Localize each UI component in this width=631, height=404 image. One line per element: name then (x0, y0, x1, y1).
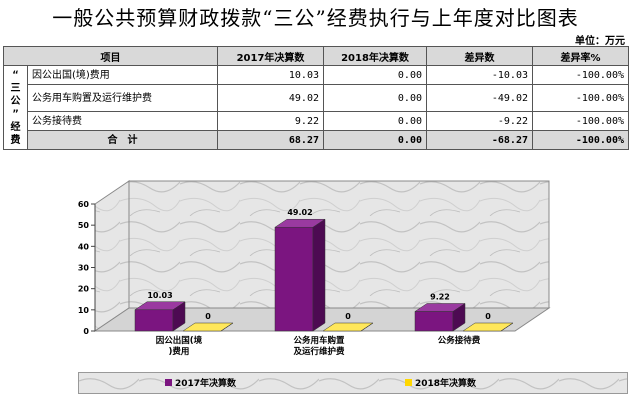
cell-diff: -10.03 (426, 65, 533, 85)
x-tick-label: 公务接待费 (438, 335, 481, 346)
x-tick-label: 及运行维护费 (293, 346, 345, 357)
header-item: 项目 (3, 46, 218, 66)
table-header-row: 项目 2017年决算数 2018年决算数 差异数 差异率% (3, 46, 629, 66)
header-2017: 2017年决算数 (217, 46, 324, 66)
bar-2018-data-label: 0 (485, 312, 491, 321)
comparison-table: 项目 2017年决算数 2018年决算数 差异数 差异率% “三公” 经费 因公出… (3, 46, 629, 150)
chart-back-wall (128, 180, 550, 309)
row-label: 公务接待费 (27, 111, 218, 131)
y-tick-label: 50 (78, 221, 90, 230)
legend-swatch-2018 (405, 379, 412, 386)
bar-2018-side (360, 322, 374, 332)
cell-2017: 9.22 (217, 111, 324, 131)
header-2018: 2018年决算数 (323, 46, 427, 66)
bar-2017-front (414, 311, 454, 332)
y-tick-label: 40 (78, 242, 90, 251)
bar-2018-side (500, 322, 514, 332)
total-label: 合 计 (27, 130, 218, 150)
cell-2018: 0.00 (323, 84, 427, 112)
cell-rate: -100.00% (532, 65, 629, 85)
bar-2017-front (274, 226, 314, 332)
unit-label: 单位：万元 (575, 36, 625, 47)
bar-2017-side (172, 301, 186, 332)
chart-legend: 2017年决算数 2018年决算数 (78, 372, 628, 394)
cell-diff: -9.22 (426, 111, 533, 131)
chart-side-wall (94, 180, 130, 332)
group-label: “三公” 经费 (3, 65, 28, 150)
bar-2018-data-label: 0 (205, 312, 211, 321)
y-tick-label: 60 (78, 200, 90, 209)
bar-2017-data-label: 49.02 (287, 208, 312, 217)
cell-2018: 0.00 (323, 65, 427, 85)
total-rate: -100.00% (532, 130, 629, 150)
bar-2017-side (452, 303, 466, 332)
table-row: “三公” 经费 因公出国(境)费用 10.03 0.00 -10.03 -100.… (3, 65, 629, 150)
total-2017: 68.27 (217, 130, 324, 150)
legend-label-2017: 2017年决算数 (175, 377, 237, 389)
row-label: 公务用车购置及运行维护费 (27, 84, 218, 112)
legend-label-2018: 2018年决算数 (415, 377, 477, 389)
bar-2017-data-label: 9.22 (430, 292, 450, 301)
legend-swatch-2017 (165, 379, 172, 386)
page-title: 一般公共预算财政拨款“三公”经费执行与上年度对比图表 (52, 6, 579, 30)
cell-2017: 10.03 (217, 65, 324, 85)
y-tick-label: 30 (78, 264, 90, 273)
bar-chart: 0 10 20 30 40 50 60 10.03 0 因公出国(境)费用 49.02 0 公务用车购置… (0, 176, 631, 400)
bar-2017-front (134, 309, 174, 332)
bar-2017-data-label: 10.03 (147, 291, 172, 300)
chart-svg: 0 10 20 30 40 50 60 10.03 0 因公出国(境)费用 49.02 0 公务用车购置… (78, 180, 551, 357)
y-tick-label: 0 (83, 327, 89, 336)
y-tick-label: 10 (78, 306, 90, 315)
header-rate: 差异率% (532, 46, 629, 66)
cell-2018: 0.00 (323, 111, 427, 131)
cell-2017: 49.02 (217, 84, 324, 112)
legend-svg: 2017年决算数 2018年决算数 (79, 373, 627, 393)
bar-2018-data-label: 0 (345, 312, 351, 321)
bar-2018-side (220, 322, 234, 332)
y-tick-label: 20 (78, 285, 90, 294)
x-tick-label: )费用 (169, 346, 190, 357)
x-tick-label: 公务用车购置 (293, 335, 345, 346)
table-row: 公务用车购置及运行维护费 49.02 0.00 -49.02 -100.00% (4, 84, 629, 112)
cell-rate: -100.00% (532, 84, 629, 112)
total-row: 合 计 68.27 0.00 -68.27 -100.00% (4, 130, 629, 150)
total-diff: -68.27 (426, 130, 533, 150)
table-row: 公务接待费 9.22 0.00 -9.22 -100.00% (4, 111, 629, 131)
row-label: 因公出国(境)费用 (27, 65, 218, 85)
cell-diff: -49.02 (426, 84, 533, 112)
x-tick-label: 因公出国(境 (156, 335, 203, 346)
cell-rate: -100.00% (532, 111, 629, 131)
header-diff: 差异数 (426, 46, 533, 66)
bar-2017-side (312, 218, 326, 332)
total-2018: 0.00 (323, 130, 427, 150)
